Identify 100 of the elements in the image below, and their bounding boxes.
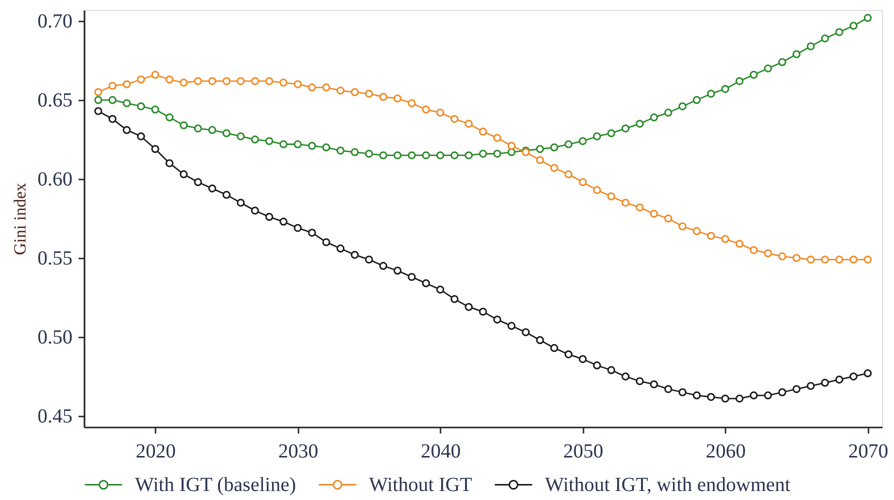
point: [508, 142, 516, 150]
point: [578, 178, 587, 186]
point: [778, 388, 786, 396]
point: [806, 256, 815, 264]
point: [736, 77, 744, 86]
point: [750, 70, 758, 79]
y-tick-label: 0.55: [38, 247, 72, 270]
point: [194, 77, 202, 86]
point: [864, 14, 872, 22]
point: [692, 227, 701, 236]
point: [778, 58, 786, 66]
point: [394, 151, 402, 160]
point: [650, 113, 658, 122]
point: [622, 124, 630, 132]
point: [208, 184, 216, 192]
x-tick-label: 2060: [706, 440, 746, 462]
point: [479, 150, 487, 158]
point: [835, 376, 844, 384]
point: [166, 159, 174, 168]
point: [536, 145, 544, 153]
point: [493, 134, 502, 142]
point: [122, 126, 131, 134]
point: [294, 140, 302, 148]
point: [835, 28, 844, 36]
point: [464, 151, 473, 160]
y-axis-title: Gini index: [10, 182, 30, 256]
legend-label: With IGT (baseline): [135, 474, 296, 496]
point: [137, 76, 145, 84]
point: [436, 108, 444, 117]
y-tick-label: 0.70: [38, 10, 72, 33]
point: [365, 150, 373, 158]
point: [251, 206, 259, 215]
point: [422, 151, 430, 160]
point: [736, 394, 744, 403]
point: [578, 137, 587, 146]
point: [464, 302, 473, 311]
x-tick-label: 2040: [420, 440, 461, 462]
point: [394, 266, 402, 275]
point: [850, 256, 858, 264]
point: [236, 198, 245, 207]
point: [265, 212, 274, 221]
point: [137, 132, 145, 140]
point: [122, 80, 131, 88]
point: [450, 115, 458, 123]
point: [280, 140, 288, 148]
point: [265, 137, 274, 146]
point: [208, 77, 216, 86]
point: [707, 90, 715, 98]
point: [450, 295, 458, 304]
point: [408, 272, 416, 281]
point: [792, 385, 800, 394]
point: [94, 107, 102, 116]
point: [336, 86, 344, 95]
point: [664, 214, 672, 222]
y-tick-label: 0.60: [38, 168, 72, 191]
y-tick-label: 0.65: [38, 90, 72, 112]
point: [678, 222, 686, 230]
point: [821, 34, 829, 42]
point: [450, 151, 458, 160]
point: [593, 186, 601, 194]
point: [280, 218, 288, 226]
point: [322, 83, 330, 92]
point: [622, 372, 630, 380]
point: [436, 151, 444, 160]
point: [721, 235, 730, 244]
point: [166, 113, 174, 122]
point: [593, 132, 601, 140]
x-tick-label: 2030: [278, 440, 318, 462]
point: [764, 249, 772, 258]
point: [692, 391, 701, 400]
point: [294, 224, 302, 232]
point: [151, 145, 160, 153]
point: [622, 198, 630, 207]
x-tick-label: 2050: [563, 440, 604, 462]
point: [365, 90, 373, 98]
point: [707, 232, 715, 240]
point: [479, 308, 487, 316]
point: [792, 254, 800, 262]
point: [222, 129, 230, 138]
point: [764, 64, 772, 72]
point: [806, 382, 815, 390]
point: [122, 99, 131, 108]
point: [550, 143, 558, 152]
point: [194, 178, 202, 186]
point: [593, 361, 601, 370]
point: [650, 380, 658, 388]
point: [194, 124, 202, 132]
point: [508, 322, 516, 330]
point: [365, 256, 373, 264]
point: [379, 92, 388, 101]
point: [308, 83, 316, 92]
point: [379, 151, 388, 160]
point: [578, 355, 587, 364]
point: [137, 102, 145, 110]
point: [607, 192, 616, 200]
point: [94, 88, 102, 96]
point: [636, 203, 644, 212]
point: [650, 210, 658, 218]
point: [294, 80, 302, 88]
point: [394, 94, 402, 102]
